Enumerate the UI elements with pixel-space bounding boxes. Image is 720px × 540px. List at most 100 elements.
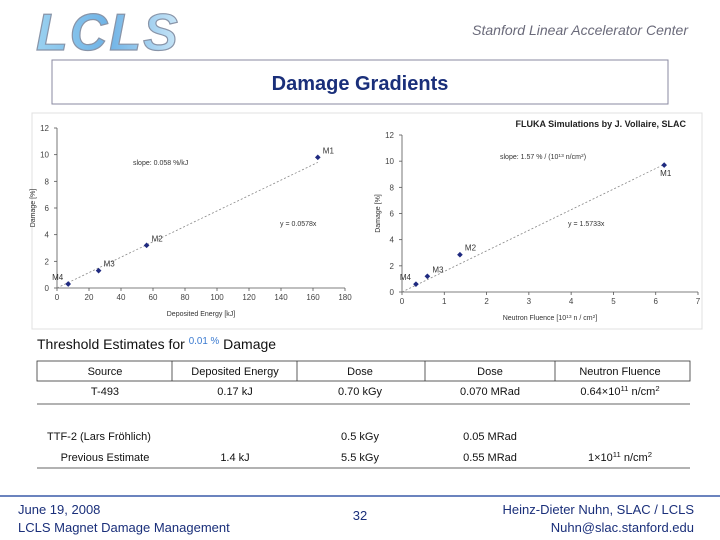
footer-event: LCLS Magnet Damage Management xyxy=(18,520,230,535)
table-cell-part: 2 xyxy=(655,384,659,393)
data-point xyxy=(413,281,419,287)
x-axis-label-part: 2 xyxy=(593,314,596,320)
title-box xyxy=(51,59,669,105)
x-tick-label: 0 xyxy=(400,297,405,306)
y-tick-label: 2 xyxy=(45,257,50,266)
x-tick-label: 4 xyxy=(569,297,574,306)
slope-label-part: 13 xyxy=(558,153,564,159)
y-tick-label: 0 xyxy=(45,284,50,293)
slope-label-part: slope: 1.57 % / (10 xyxy=(500,154,558,161)
table-caption-part: Damage xyxy=(219,336,276,352)
table-cell: TTF-2 (Lars Fröhlich) xyxy=(47,431,151,443)
y-tick-label: 6 xyxy=(390,210,395,219)
footer-date: June 19, 2008 xyxy=(18,502,100,517)
table-cell-part: 11 xyxy=(620,384,628,393)
x-tick-label: 80 xyxy=(181,293,190,302)
y-tick-label: 4 xyxy=(45,231,50,240)
footer-email: Nuhn@slac.stanford.edu xyxy=(551,520,694,535)
y-tick-label: 8 xyxy=(45,177,50,186)
table-cell: Previous Estimate xyxy=(61,452,150,464)
page-number: 32 xyxy=(353,508,367,523)
x-tick-label: 6 xyxy=(653,297,658,306)
logo: LCLS xyxy=(36,4,180,62)
x-tick-label: 180 xyxy=(338,293,352,302)
x-tick-label: 20 xyxy=(85,293,94,302)
y-tick-label: 6 xyxy=(45,204,50,213)
x-tick-label: 3 xyxy=(527,297,532,306)
table-caption: Threshold Estimates for 0.01 % Damage xyxy=(37,336,276,353)
y-axis-label: Damage [%] xyxy=(375,194,382,233)
x-tick-label: 7 xyxy=(696,297,701,306)
point-label: M1 xyxy=(323,146,335,155)
x-axis-label-part: 13 xyxy=(566,314,572,320)
slope-label: slope: 0.058 %/kJ xyxy=(133,160,188,167)
x-axis-label: Deposited Energy [kJ] xyxy=(167,311,236,318)
y-tick-label: 12 xyxy=(40,124,49,133)
table-header-box xyxy=(36,360,691,382)
data-point xyxy=(65,281,72,287)
y-tick-label: 2 xyxy=(390,262,395,271)
point-label: M3 xyxy=(432,265,444,274)
table-cell-part: 11 xyxy=(613,450,621,459)
table-cell: T-493 xyxy=(91,386,119,398)
table-header-cell: Source xyxy=(88,366,123,378)
table-cell: 0.070 MRad xyxy=(460,386,520,398)
slide-title: Damage Gradients xyxy=(272,73,449,95)
table-cell: 1.4 kJ xyxy=(220,452,249,464)
point-label: M3 xyxy=(104,260,116,269)
table-cell: 0.55 MRad xyxy=(463,452,517,464)
x-axis-label: Neutron Fluence [1013 n / cm2] xyxy=(503,314,598,323)
trendline xyxy=(56,162,318,289)
x-tick-label: 40 xyxy=(117,293,126,302)
table-cell: 0.64×1011 n/cm2 xyxy=(580,384,659,399)
table-cell-part: 0.64×10 xyxy=(580,386,620,398)
data-point xyxy=(95,267,102,274)
data-point xyxy=(661,162,667,168)
chart-image xyxy=(31,112,703,330)
slope-label-part: ) xyxy=(584,154,586,161)
table-cell: 0.05 MRad xyxy=(463,431,517,443)
x-tick-label: 100 xyxy=(210,293,224,302)
y-tick-label: 0 xyxy=(390,288,395,297)
table-caption-part: Threshold Estimates for xyxy=(37,336,189,352)
data-point xyxy=(457,251,463,258)
table-header-cell: Neutron Fluence xyxy=(579,366,660,378)
table-header-cell: Dose xyxy=(477,366,503,378)
trendline-label: y = 0.0578x xyxy=(280,221,317,228)
point-label: M4 xyxy=(52,273,64,282)
x-axis-label-part: ] xyxy=(595,315,597,322)
slope-label-part: n/cm xyxy=(564,154,581,161)
data-point xyxy=(314,154,321,161)
slope-label-part: 2 xyxy=(581,153,584,159)
point-label: M2 xyxy=(465,244,477,253)
table-cell-part: n/cm xyxy=(628,386,655,398)
x-tick-label: 2 xyxy=(484,297,489,306)
y-axis-label: Damage [%] xyxy=(30,189,37,228)
slope-label: slope: 1.57 % / (1013 n/cm2) xyxy=(500,153,586,162)
x-tick-label: 0 xyxy=(55,293,60,302)
x-tick-label: 140 xyxy=(274,293,288,302)
organization: Stanford Linear Accelerator Center xyxy=(472,22,689,38)
x-tick-label: 1 xyxy=(442,297,447,306)
y-tick-label: 10 xyxy=(40,151,49,160)
point-label: M1 xyxy=(660,169,672,178)
table-caption-part: 0.01 % xyxy=(189,336,220,347)
y-tick-label: 4 xyxy=(390,236,395,245)
trendline xyxy=(401,164,665,293)
point-label: M2 xyxy=(152,234,164,243)
y-tick-label: 8 xyxy=(390,183,395,192)
x-tick-label: 60 xyxy=(149,293,158,302)
table-header-cell: Deposited Energy xyxy=(191,366,279,378)
table-cell: 0.5 kGy xyxy=(341,431,379,443)
x-tick-label: 160 xyxy=(306,293,320,302)
x-tick-label: 120 xyxy=(242,293,256,302)
x-axis-label-part: n / cm xyxy=(572,315,593,322)
y-tick-label: 12 xyxy=(385,131,394,140)
table-cell-part: 1×10 xyxy=(588,452,613,464)
footer-author: Heinz-Dieter Nuhn, SLAC / LCLS xyxy=(503,502,695,517)
point-label: M4 xyxy=(400,273,412,282)
data-point xyxy=(143,242,150,249)
table-header-cell: Dose xyxy=(347,366,373,378)
table-cell-part: n/cm xyxy=(621,452,648,464)
